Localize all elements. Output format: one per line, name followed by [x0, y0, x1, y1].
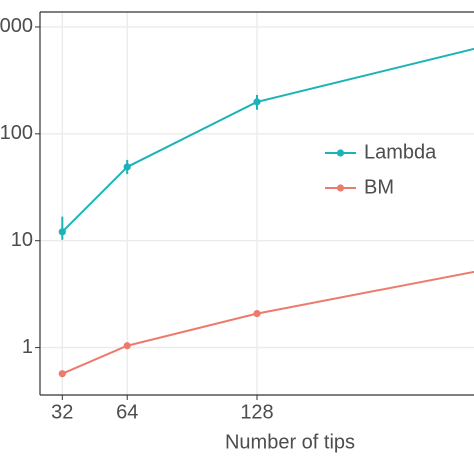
x-axis-title: Number of tips [225, 431, 355, 453]
point [123, 163, 131, 171]
x-tick-label: 64 [116, 401, 138, 423]
series-line [61, 270, 474, 375]
legend-key-point [336, 149, 345, 157]
point [58, 228, 66, 236]
point [253, 309, 261, 318]
point [253, 98, 261, 106]
grid [40, 12, 474, 395]
series-line [61, 47, 474, 233]
y-tick-label: 1 [22, 336, 33, 358]
plot-area [58, 47, 474, 378]
legend-key-point [336, 184, 345, 192]
point [58, 370, 66, 378]
legend-label: BM [364, 176, 394, 198]
x-tick-label: 32 [51, 401, 73, 423]
y-tick-label: 100 [0, 122, 33, 144]
point [123, 342, 131, 350]
legend-label: Lambda [364, 141, 437, 163]
x-tick-label: 128 [240, 401, 273, 423]
y-tick-label: 10 [11, 229, 33, 251]
